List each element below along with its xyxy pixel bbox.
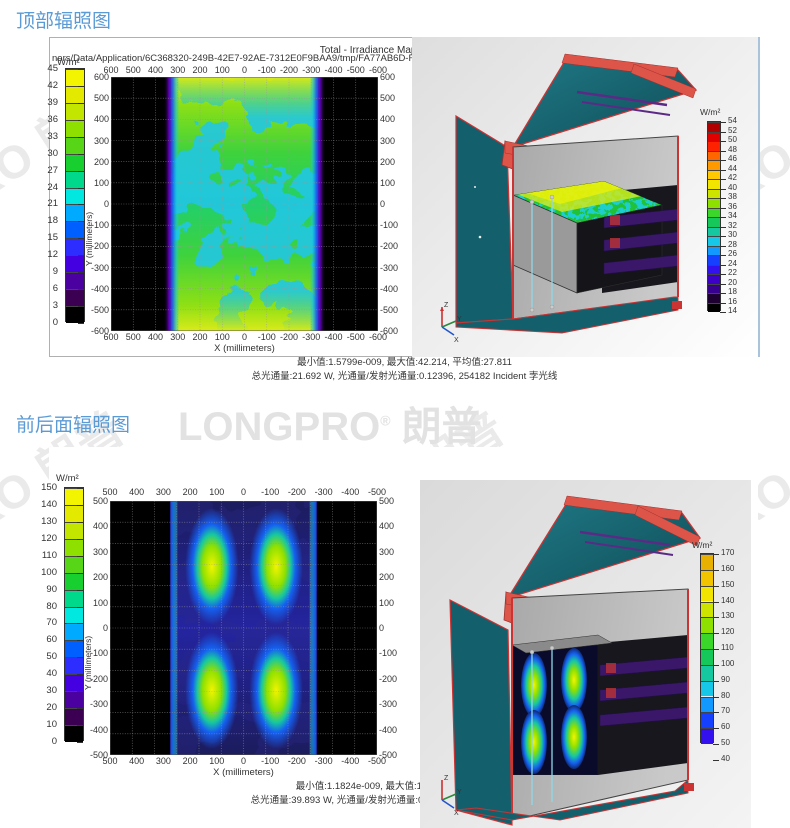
svg-text:Z: Z (444, 302, 449, 309)
svg-text:Y: Y (457, 316, 462, 323)
svg-text:Y: Y (457, 789, 462, 796)
svg-text:X: X (454, 810, 459, 817)
svg-text:X: X (454, 337, 459, 344)
svg-text:Z: Z (444, 775, 449, 782)
